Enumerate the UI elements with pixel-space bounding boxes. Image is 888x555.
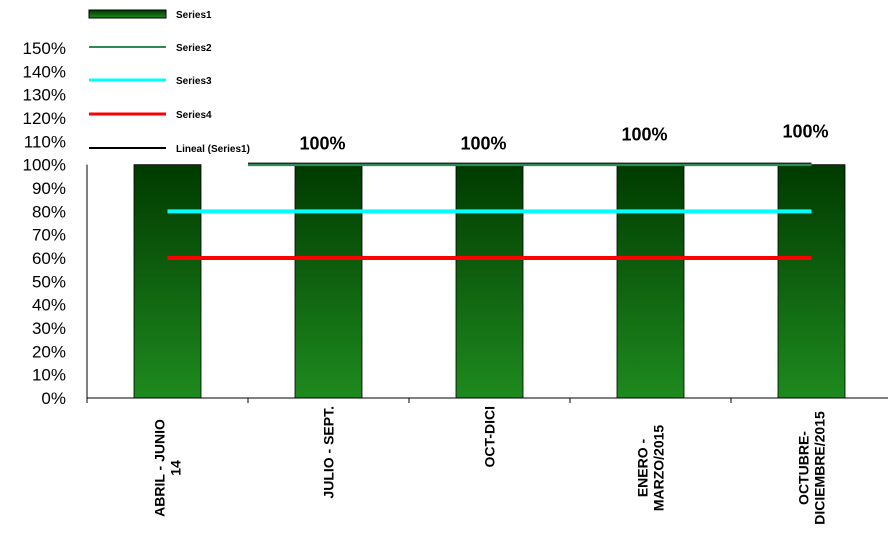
data-label: 100% <box>782 122 828 142</box>
y-tick-label: 50% <box>32 272 66 291</box>
bar-series1 <box>455 164 524 399</box>
bar-series1 <box>294 164 363 399</box>
y-tick-label: 60% <box>32 249 66 268</box>
legend-label: Series1 <box>176 10 212 21</box>
data-label: 100% <box>621 125 667 145</box>
series-lines <box>167 162 812 260</box>
y-tick-label: 140% <box>23 62 66 81</box>
x-axis: ABRIL - JUNIO14 JULIO - SEPT. OCT-DICI ENER… <box>86 397 888 525</box>
x-tick-label: OCTUBRE-DICIEMBRE/2015 <box>796 411 828 525</box>
y-tick-label: 90% <box>32 179 66 198</box>
y-tick-label: 10% <box>32 366 66 385</box>
x-tick-label: JULIO - SEPT. <box>321 406 337 499</box>
bar-series1 <box>777 164 846 399</box>
data-label: 100% <box>299 134 345 154</box>
bars <box>133 164 846 399</box>
legend-label: Lineal (Series1) <box>176 144 250 155</box>
y-tick-label: 80% <box>32 202 66 221</box>
legend-swatch-series1 <box>88 9 167 19</box>
y-tick-label: 110% <box>24 132 66 151</box>
y-tick-label: 0% <box>41 389 66 408</box>
bar-series1 <box>616 164 685 399</box>
y-tick-label: 120% <box>23 109 66 128</box>
y-tick-label: 40% <box>32 296 66 315</box>
y-tick-label: 100% <box>23 156 66 175</box>
y-tick-label: 30% <box>32 319 66 338</box>
legend-label: Series3 <box>176 76 212 87</box>
y-tick-label: 150% <box>23 39 66 58</box>
y-tick-label: 20% <box>32 342 66 361</box>
y-tick-label: 130% <box>23 86 66 105</box>
y-axis: 0% 10% 20% 30% 40% 50% 60% 70% 80% 90% 100% 110% 120… <box>23 39 88 408</box>
data-label: 100% <box>460 134 506 154</box>
y-tick-label: 70% <box>32 226 66 245</box>
data-labels: 100% 100% 100% 100% <box>299 122 828 154</box>
x-tick-label: ENERO -MARZO/2015 <box>635 425 667 512</box>
x-tick-label: ABRIL - JUNIO14 <box>152 419 184 517</box>
legend-label: Series2 <box>176 43 212 54</box>
bar-series1 <box>133 164 202 399</box>
legend: Series1 Series2 Series3 Series4 Lineal (Seri… <box>88 9 250 155</box>
x-tick-label: OCT-DICI <box>482 406 498 467</box>
legend-label: Series4 <box>176 110 212 121</box>
